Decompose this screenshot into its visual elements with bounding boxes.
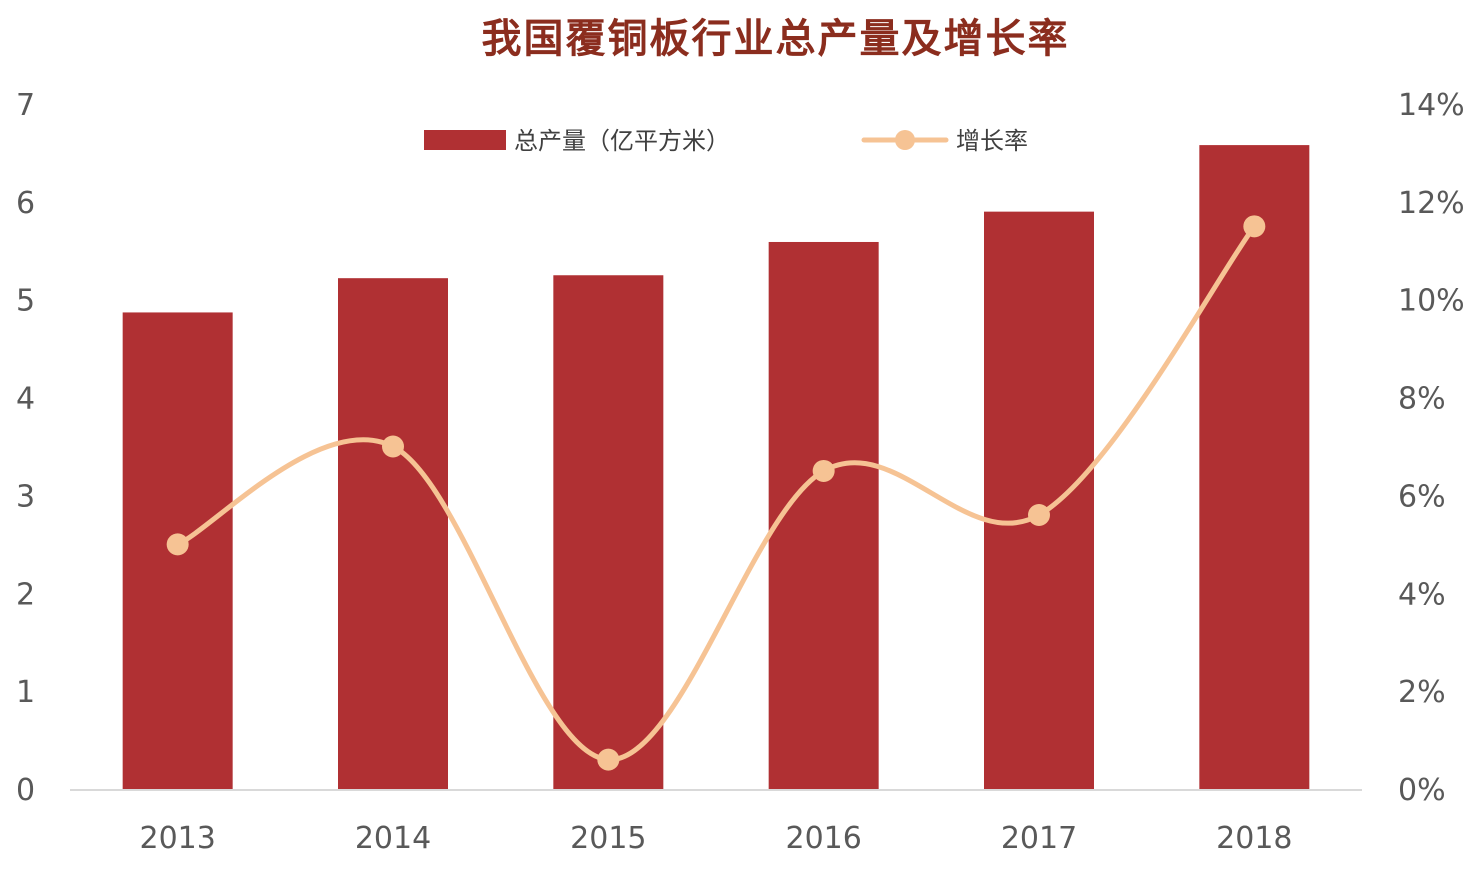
bar-2018 (1199, 145, 1310, 790)
bar-2017 (984, 211, 1094, 790)
legend-line-label: 增长率 (956, 127, 1028, 155)
right-tick-label: 6% (1398, 479, 1446, 514)
left-tick-label: 3 (16, 479, 35, 514)
x-tick-label: 2017 (1001, 821, 1077, 856)
left-tick-label: 7 (16, 88, 35, 123)
left-tick-label: 4 (16, 382, 35, 417)
right-tick-label: 12% (1398, 186, 1465, 221)
x-tick-label: 2016 (785, 821, 861, 856)
legend: 总产量（亿平方米） 增长率 (424, 127, 1028, 155)
x-tick-label: 2015 (570, 821, 646, 856)
right-tick-label: 2% (1398, 675, 1446, 710)
right-tick-label: 8% (1398, 382, 1446, 417)
x-tick-label: 2014 (355, 821, 431, 856)
left-tick-label: 5 (16, 284, 35, 319)
chart-title: 我国覆铜板行业总产量及增长率 (481, 15, 1070, 62)
growth-point-2015 (597, 748, 620, 771)
right-axis-ticks: 0% 2% 4% 6% 8% 10% 12% 14% (1398, 88, 1465, 808)
left-axis-ticks: 0 1 2 3 4 5 6 7 (16, 88, 35, 808)
left-tick-label: 1 (16, 675, 35, 710)
legend-bar-swatch (424, 130, 506, 150)
bar-series (122, 145, 1310, 790)
right-tick-label: 14% (1398, 88, 1465, 123)
left-tick-label: 2 (16, 577, 35, 612)
right-tick-label: 0% (1398, 773, 1446, 808)
x-tick-label: 2013 (139, 821, 215, 856)
left-tick-label: 6 (16, 186, 35, 221)
left-tick-label: 0 (16, 773, 35, 808)
right-tick-label: 10% (1398, 284, 1465, 319)
growth-point-2013 (166, 533, 189, 556)
bar-2015 (553, 275, 664, 789)
growth-point-2014 (382, 435, 404, 458)
bar-2016 (768, 241, 879, 789)
growth-point-2016 (812, 459, 835, 482)
x-axis-ticks: 2013 2014 2015 2016 2017 2018 (139, 821, 1292, 856)
legend-bar-label: 总产量（亿平方米） (514, 127, 730, 155)
bar-2014 (338, 278, 448, 789)
growth-point-2017 (1028, 504, 1050, 526)
growth-point-2018 (1243, 215, 1266, 238)
right-tick-label: 4% (1398, 577, 1446, 612)
legend-line-marker (895, 130, 915, 150)
x-tick-label: 2018 (1216, 821, 1292, 856)
growth-line-series (166, 215, 1266, 771)
